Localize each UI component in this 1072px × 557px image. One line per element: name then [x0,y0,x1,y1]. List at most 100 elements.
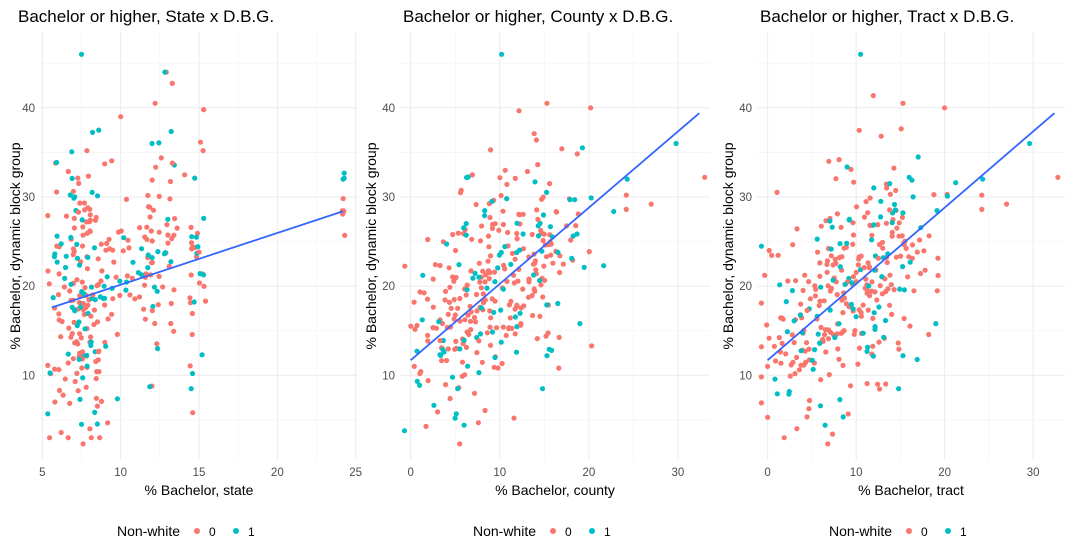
data-point-group-0 [136,294,143,300]
data-point-group-0 [480,291,486,297]
data-point-group-0 [462,317,468,323]
data-point-group-0 [774,189,780,195]
data-point-group-0 [469,172,475,178]
data-point-group-1 [546,346,552,352]
data-point-group-1 [832,334,838,341]
data-point-group-1 [791,318,797,324]
data-point-group-1 [783,299,789,305]
data-point-group-1 [502,244,508,250]
data-point-group-0 [54,189,60,195]
data-point-group-0 [430,304,436,310]
data-point-group-0 [539,196,545,202]
data-point-group-1 [889,220,895,226]
data-point-group-1 [544,189,550,195]
data-point-group-0 [818,223,824,229]
data-point-group-0 [148,228,154,234]
data-point-group-0 [535,162,541,168]
data-point-group-0 [917,237,923,243]
data-point-group-0 [790,359,796,365]
data-point-group-0 [765,414,771,420]
data-point-group-0 [69,331,75,337]
data-point-group-0 [520,286,526,292]
data-point-group-1 [84,363,90,369]
data-point-group-1 [514,249,520,256]
data-point-group-1 [478,305,484,311]
data-point-group-0 [506,302,512,308]
data-point-group-0 [530,312,536,319]
data-point-group-1 [878,198,884,204]
data-point-group-1 [539,386,546,392]
legend-label-1: 1 [248,525,255,539]
data-point-group-1 [77,396,83,402]
data-point-group-1 [62,275,68,281]
data-point-group-0 [893,187,899,194]
data-point-group-0 [802,272,808,278]
data-point-group-0 [840,310,846,316]
data-point-group-0 [84,230,90,236]
data-point-group-0 [883,381,889,387]
data-point-group-1 [453,411,459,417]
data-point-group-1 [461,225,467,231]
data-point-group-0 [78,335,84,341]
data-point-group-0 [911,288,917,294]
data-point-group-0 [56,387,63,394]
data-point-group-0 [860,302,866,308]
data-point-group-1 [449,374,456,380]
data-point-group-0 [825,336,832,342]
y-axis-title: % Bachelor, dynamic block group [7,142,23,349]
data-point-group-0 [758,374,765,380]
y-tick-label: 30 [382,192,395,204]
data-point-group-0 [99,268,105,274]
data-point-group-0 [574,151,580,157]
data-point-group-1 [452,415,458,421]
data-point-group-0 [1004,201,1010,207]
data-point-group-1 [54,233,60,239]
data-point-group-0 [158,155,164,161]
data-point-group-1 [900,210,906,216]
data-point-group-0 [167,178,174,185]
data-point-group-0 [889,233,895,239]
data-point-group-1 [201,215,207,221]
data-point-group-0 [58,334,64,340]
data-point-group-0 [165,240,171,246]
data-point-group-1 [72,194,78,200]
data-point-group-0 [817,260,823,266]
data-point-group-0 [500,208,506,214]
data-point-group-0 [56,311,62,317]
data-point-group-0 [450,231,456,238]
data-point-group-0 [765,363,771,369]
data-point-group-0 [856,127,862,133]
data-point-group-0 [503,332,509,339]
data-point-group-0 [457,190,464,196]
data-point-group-0 [79,349,86,355]
data-point-group-0 [895,340,901,346]
data-point-group-0 [448,305,454,311]
data-point-group-0 [835,346,841,352]
data-point-group-0 [75,175,81,181]
data-point-group-0 [417,289,423,295]
data-point-group-0 [168,300,174,307]
data-point-group-0 [457,441,463,447]
data-point-group-0 [533,137,540,143]
data-point-group-1 [840,414,846,420]
data-point-group-1 [887,181,893,187]
data-point-group-0 [447,395,453,402]
data-point-group-1 [145,252,151,258]
data-point-group-1 [574,231,580,237]
data-point-group-0 [455,230,461,236]
data-point-group-1 [789,288,796,294]
data-point-group-0 [885,286,891,292]
data-point-group-0 [450,274,456,280]
data-point-group-1 [601,263,607,269]
data-point-group-1 [92,409,98,415]
fit-line [51,210,344,309]
data-point-group-0 [492,221,498,227]
data-point-group-1 [881,334,887,340]
data-point-group-0 [475,420,481,426]
data-point-group-0 [95,256,101,262]
data-point-group-0 [836,255,842,261]
data-point-group-0 [80,441,86,447]
data-point-group-0 [861,265,867,271]
data-point-group-0 [511,280,517,286]
